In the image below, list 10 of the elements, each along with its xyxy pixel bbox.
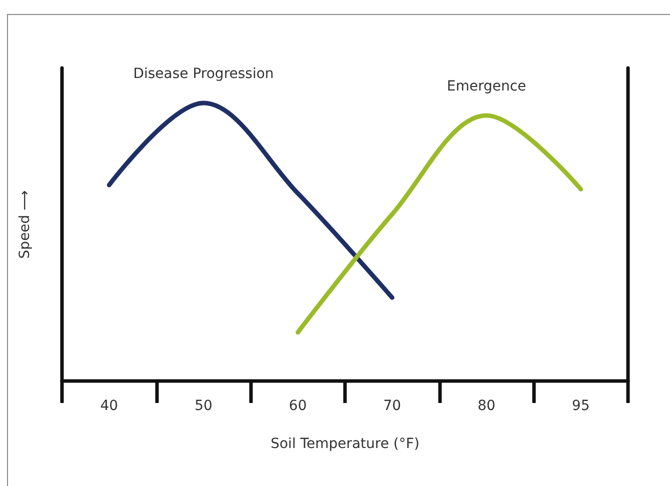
y-axis-title: Speed ⟶ bbox=[17, 190, 33, 259]
x-tick-label: 60 bbox=[288, 398, 307, 414]
x-tick-label: 70 bbox=[383, 398, 402, 414]
x-tick-label: 80 bbox=[478, 398, 496, 414]
text: Disease Progression bbox=[133, 66, 274, 82]
x-axis-title: Soil Temperature (°F) bbox=[270, 436, 420, 452]
text: Emergence bbox=[446, 78, 526, 95]
x-tick-label: 40 bbox=[100, 398, 118, 414]
x-tick-label: 50 bbox=[194, 398, 212, 414]
x-tick-label: 95 bbox=[572, 398, 590, 414]
